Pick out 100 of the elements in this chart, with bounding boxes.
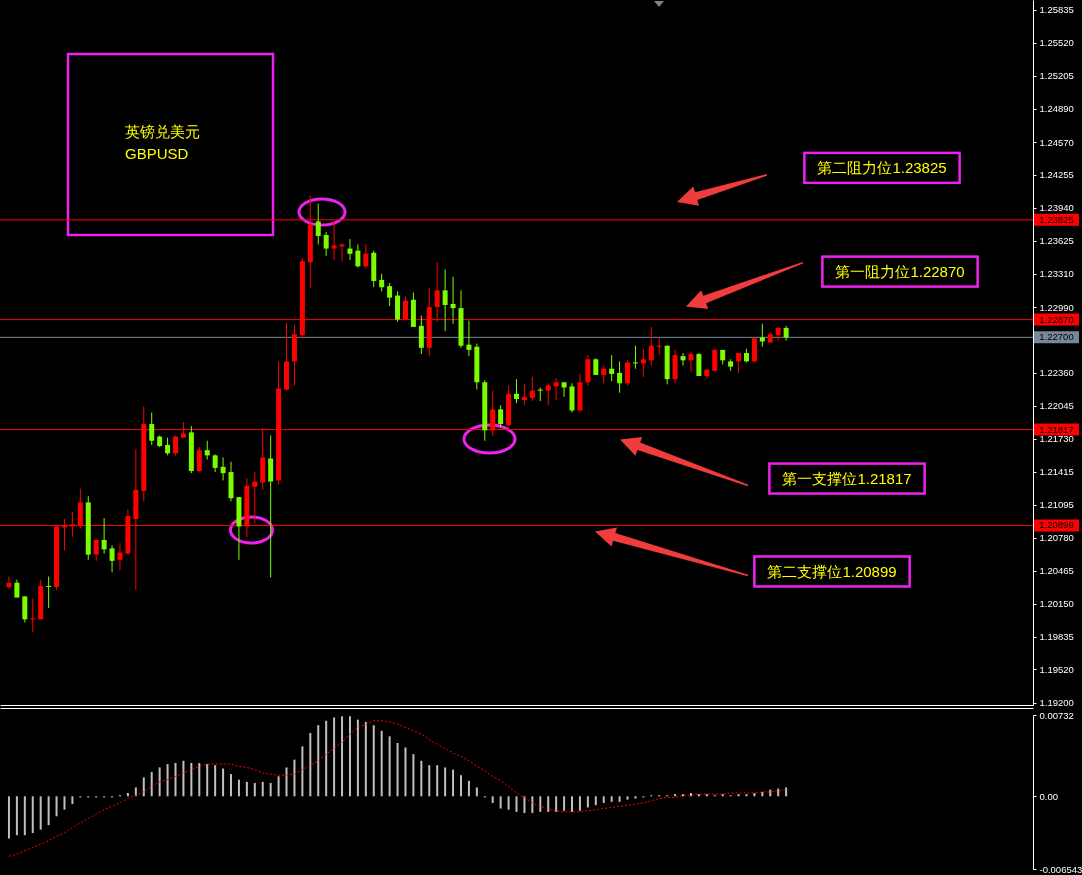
y-tick-label: 1.20780 [1039,532,1074,544]
bar [230,774,233,797]
bar [404,747,407,797]
bar [594,796,597,806]
y-tick-label: 1.19520 [1039,663,1074,675]
y-tick-label: 1.24570 [1039,136,1074,148]
candlestick [656,336,662,356]
ref-line-label: 1.22870 [1039,313,1074,325]
bar [293,759,296,797]
bar [539,796,542,812]
bar [71,796,74,805]
y-tick-label: 1.21730 [1039,433,1074,445]
bar [55,796,58,817]
candlestick [561,381,567,398]
bar [142,777,145,797]
bar [610,796,613,802]
bar [309,733,312,797]
bar [198,762,201,797]
candlestick [268,435,274,579]
bar [253,782,256,797]
candlestick [149,412,155,446]
candlestick [109,544,115,573]
bar [364,721,367,797]
text: GBPUSD [125,145,189,162]
bar [626,796,629,800]
bar [586,796,589,808]
y-tick-label: 1.21415 [1039,466,1074,478]
bar [420,760,423,797]
bar [388,736,391,797]
candlestick [173,435,178,456]
annotation: 第一支撑位1.21817 [782,470,912,488]
y-tick-label: 1.25205 [1039,70,1074,82]
bar [7,796,10,839]
candlestick [442,268,448,332]
bar [396,742,399,797]
bar [563,796,566,811]
candlestick [339,242,345,262]
bar [341,716,344,797]
bar [39,796,42,830]
bar [356,719,359,797]
bar [412,754,415,797]
candlestick [751,336,757,363]
bar [523,796,526,813]
bar [674,794,677,797]
y-tick-label: 1.20465 [1039,565,1074,577]
candlestick [529,376,535,402]
y-tick-label: 1.22990 [1039,301,1074,313]
y-tick-label: 1.22360 [1039,367,1074,379]
bar [436,765,439,797]
bar [555,796,558,812]
bar [269,782,272,797]
candlestick [252,471,258,524]
bar [158,767,161,797]
bar [301,746,304,797]
bar [785,787,788,797]
bar [444,767,447,797]
candlestick [553,377,559,401]
candlestick [196,446,202,473]
bar [333,717,336,797]
bar [515,796,518,812]
bar [285,767,288,797]
candlestick [46,576,52,609]
candlestick [625,359,631,386]
bar [475,787,478,797]
ref-line-label: 1.22700 [1039,331,1074,343]
candlestick [640,348,646,378]
bar [261,781,264,797]
bar [452,769,455,797]
candlestick [30,597,36,633]
y-tick-label: 1.19835 [1039,631,1074,643]
bar [697,794,700,797]
bar [737,794,740,797]
candlestick [101,517,107,555]
bar [214,765,217,797]
bar [182,760,185,797]
candlestick [759,323,765,348]
candlestick [387,282,393,307]
candlestick [736,352,742,374]
candlestick [6,576,12,590]
candlestick [688,351,694,373]
bar [206,764,209,797]
candlestick [323,231,329,257]
y-tick-label: 1.23625 [1039,235,1074,247]
candlestick [537,386,543,402]
bar [721,794,724,797]
candlestick [712,348,718,372]
y-tick-label: -0.006543 [1039,863,1082,875]
bar [222,768,225,797]
candlestick [545,382,551,406]
candlestick [680,352,686,367]
candlestick [220,456,226,481]
candlestick [22,595,28,623]
ref-line-label: 1.23825 [1039,213,1074,225]
candlestick [363,243,369,269]
candlestick [648,326,654,367]
annotation: 第一阻力位1.22870 [835,263,965,281]
y-tick-label: 1.24890 [1039,103,1074,115]
y-tick-label: 1.20150 [1039,598,1074,610]
bar [372,725,375,797]
bar [467,780,470,797]
